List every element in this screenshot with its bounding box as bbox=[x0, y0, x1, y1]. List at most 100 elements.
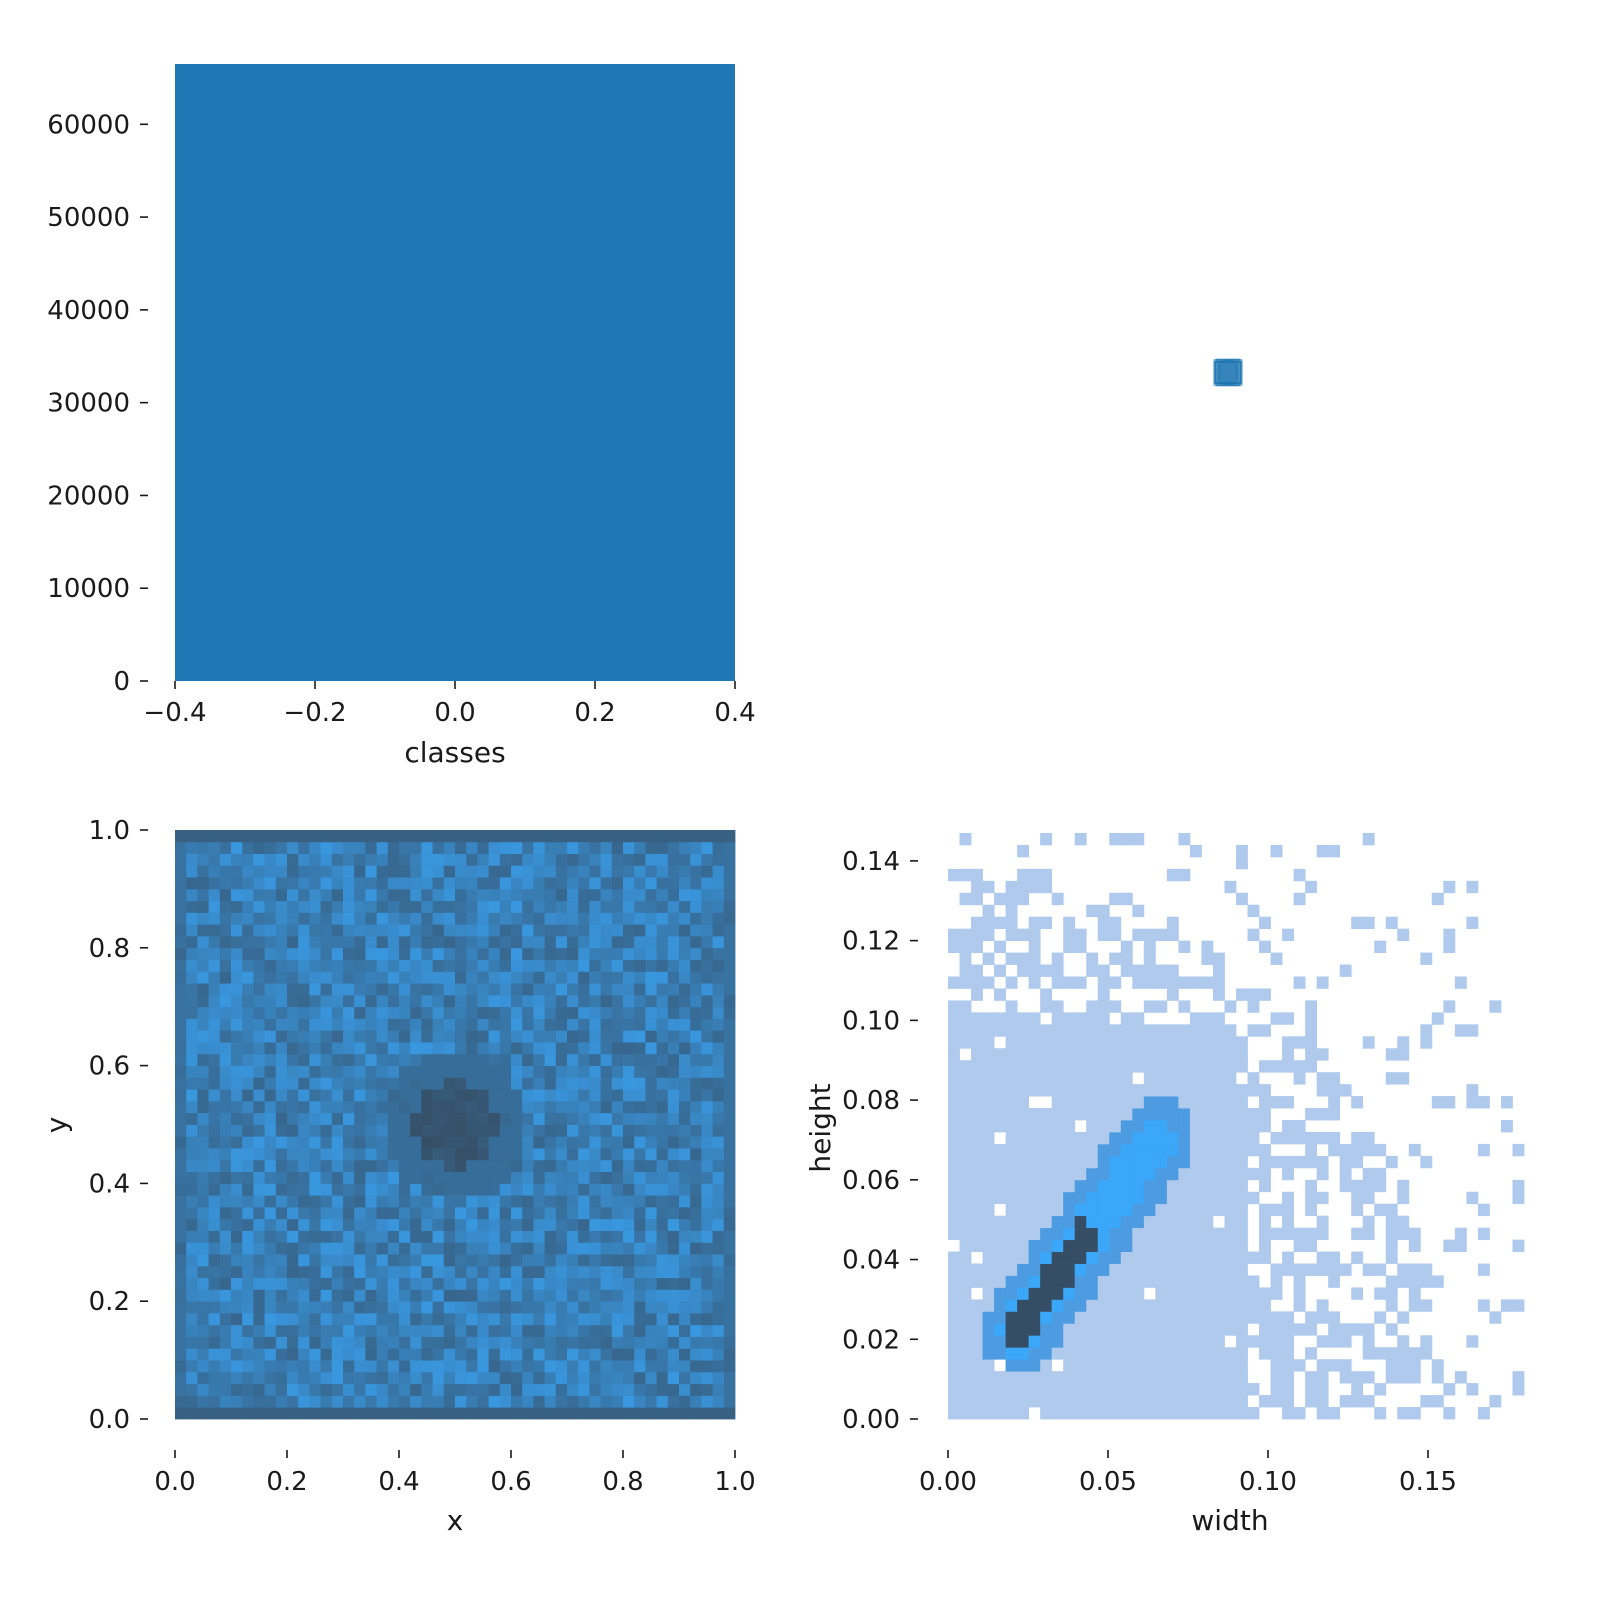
xy-heatmap-cell bbox=[410, 983, 422, 996]
xy-heatmap-cell bbox=[399, 1407, 411, 1420]
wh-heatmap-cell bbox=[1305, 1263, 1318, 1276]
xy-heatmap-cell bbox=[555, 888, 568, 902]
wh-heatmap-cell bbox=[959, 1191, 972, 1205]
xy-heatmap-cell bbox=[410, 1206, 422, 1220]
xy-heatmap-cell bbox=[242, 1195, 254, 1208]
wh-heatmap-cell bbox=[1097, 1060, 1110, 1073]
xy-heatmap-cell bbox=[376, 1183, 389, 1196]
xy-heatmap-cell bbox=[365, 1136, 377, 1149]
wh-heatmap-cell bbox=[1086, 1227, 1099, 1241]
xy-heatmap-cell bbox=[432, 983, 445, 996]
xy-heatmap-cell bbox=[287, 1395, 299, 1408]
xy-heatmap-cell bbox=[242, 971, 254, 984]
xy-heatmap-cell bbox=[208, 1159, 221, 1173]
xy-heatmap-cell bbox=[264, 1148, 277, 1161]
classes-y-tick-label: 0 bbox=[113, 667, 130, 697]
wh-heatmap-cell bbox=[1212, 1395, 1225, 1408]
xy-heatmap-cell bbox=[231, 912, 243, 925]
wh-heatmap-cell bbox=[971, 1155, 983, 1169]
wh-heatmap-cell bbox=[971, 1335, 983, 1348]
wh-heatmap-cell bbox=[1086, 964, 1099, 977]
xy-heatmap-cell bbox=[275, 1324, 288, 1337]
xy-heatmap-cell bbox=[231, 1277, 243, 1290]
wh-heatmap-cell bbox=[1339, 1263, 1352, 1276]
wh-heatmap-cell bbox=[1040, 1383, 1053, 1396]
xy-heatmap-cell bbox=[623, 853, 635, 866]
xy-heatmap-cell bbox=[242, 888, 254, 902]
xy-heatmap-cell bbox=[511, 1100, 523, 1114]
xy-heatmap-cell bbox=[421, 1371, 433, 1385]
xy-heatmap-cell bbox=[219, 1042, 232, 1055]
xy-heatmap-cell bbox=[645, 1242, 657, 1255]
xy-heatmap-cell bbox=[723, 936, 736, 949]
xy-heatmap-cell bbox=[533, 1277, 545, 1290]
xy-heatmap-cell bbox=[197, 1053, 209, 1066]
xy-heatmap-cell bbox=[567, 959, 579, 972]
wh-heatmap-cell bbox=[1282, 1060, 1294, 1073]
wh-heatmap-cell bbox=[1028, 1024, 1041, 1037]
label-box bbox=[1218, 359, 1238, 386]
xy-heatmap-cell bbox=[242, 1006, 254, 1019]
wh-heatmap-cell bbox=[971, 1383, 983, 1396]
wh-heatmap-cell bbox=[1408, 1227, 1421, 1241]
wh-heatmap-cell bbox=[982, 1120, 995, 1133]
wh-heatmap-cell bbox=[1397, 1407, 1410, 1420]
xy-heatmap-cell bbox=[578, 983, 590, 996]
xy-heatmap-cell bbox=[309, 1006, 321, 1019]
xy-heatmap-cell bbox=[365, 1065, 377, 1078]
xy-heatmap-cell bbox=[499, 936, 512, 949]
xy-heatmap-cell bbox=[533, 1183, 545, 1196]
xy-heatmap-cell bbox=[578, 1053, 590, 1066]
xy-heatmap-cell bbox=[656, 1395, 669, 1408]
xy-heatmap-cell bbox=[421, 1006, 433, 1019]
xy-heatmap-cell bbox=[365, 1277, 377, 1290]
xy-heatmap-cell bbox=[634, 1254, 646, 1267]
xy-heatmap-cell bbox=[320, 1006, 333, 1019]
wh-heatmap-cell bbox=[1143, 1000, 1156, 1013]
xy-heatmap-cell bbox=[343, 1301, 355, 1314]
wh-heatmap-cell bbox=[971, 1323, 983, 1336]
xy-heatmap-cell bbox=[477, 1360, 489, 1373]
xy-heatmap-cell bbox=[679, 983, 691, 996]
wh-heatmap-cell bbox=[982, 952, 995, 965]
wh-heatmap-cell bbox=[1282, 1323, 1294, 1336]
xy-heatmap-cell bbox=[376, 830, 389, 843]
xy-heatmap-cell bbox=[186, 912, 198, 925]
wh-heatmap-cell bbox=[1097, 1012, 1110, 1025]
xy-heatmap-cell bbox=[298, 1277, 310, 1290]
wh-heatmap-cell bbox=[1259, 1084, 1271, 1097]
xy-heatmap-cell bbox=[354, 865, 366, 878]
xy-heatmap-cell bbox=[679, 1148, 691, 1161]
wh-heatmap-cell bbox=[1454, 976, 1467, 989]
xy-heatmap-cell bbox=[455, 1324, 467, 1337]
wh-heatmap-cell bbox=[1086, 1143, 1099, 1157]
xy-heatmap-cell bbox=[555, 1312, 568, 1326]
wh-heatmap-cell bbox=[1040, 1311, 1053, 1324]
xy-heatmap-cell bbox=[712, 1324, 725, 1337]
xy-heatmap-cell bbox=[443, 1195, 456, 1208]
xy-heatmap-cell bbox=[611, 1053, 624, 1066]
wh-heatmap-cell bbox=[1028, 976, 1041, 989]
xy-heatmap-cell bbox=[656, 1371, 669, 1385]
wh-heatmap-cell bbox=[1074, 1383, 1087, 1396]
xy-heatmap-cell bbox=[533, 1218, 545, 1231]
wh-heatmap-cell bbox=[994, 1407, 1006, 1420]
xy-heatmap-cell bbox=[253, 1171, 265, 1184]
wh-heatmap-cell bbox=[1316, 1072, 1329, 1085]
wh-heatmap-cell bbox=[1339, 1323, 1352, 1336]
wh-heatmap-cell bbox=[1512, 1179, 1525, 1193]
xy-heatmap-cell bbox=[387, 877, 400, 890]
xy-heatmap-cell bbox=[466, 924, 478, 937]
wh-heatmap-cell bbox=[1143, 1084, 1156, 1097]
wh-heatmap-cell bbox=[1017, 1215, 1030, 1229]
wh-heatmap-cell bbox=[1063, 1167, 1076, 1181]
xy-heatmap-cell bbox=[399, 1206, 411, 1220]
wh-heatmap-cell bbox=[1408, 1347, 1421, 1360]
xy-heatmap-cell bbox=[488, 1312, 501, 1326]
xy-heatmap-cell bbox=[253, 888, 265, 902]
wh-heatmap-cell bbox=[1109, 1371, 1122, 1384]
wh-heatmap-cell bbox=[1143, 1371, 1156, 1384]
xy-heatmap-cell bbox=[522, 900, 534, 913]
wh-heatmap-cell bbox=[1397, 1036, 1410, 1049]
xy-heatmap-cell bbox=[723, 1171, 736, 1184]
